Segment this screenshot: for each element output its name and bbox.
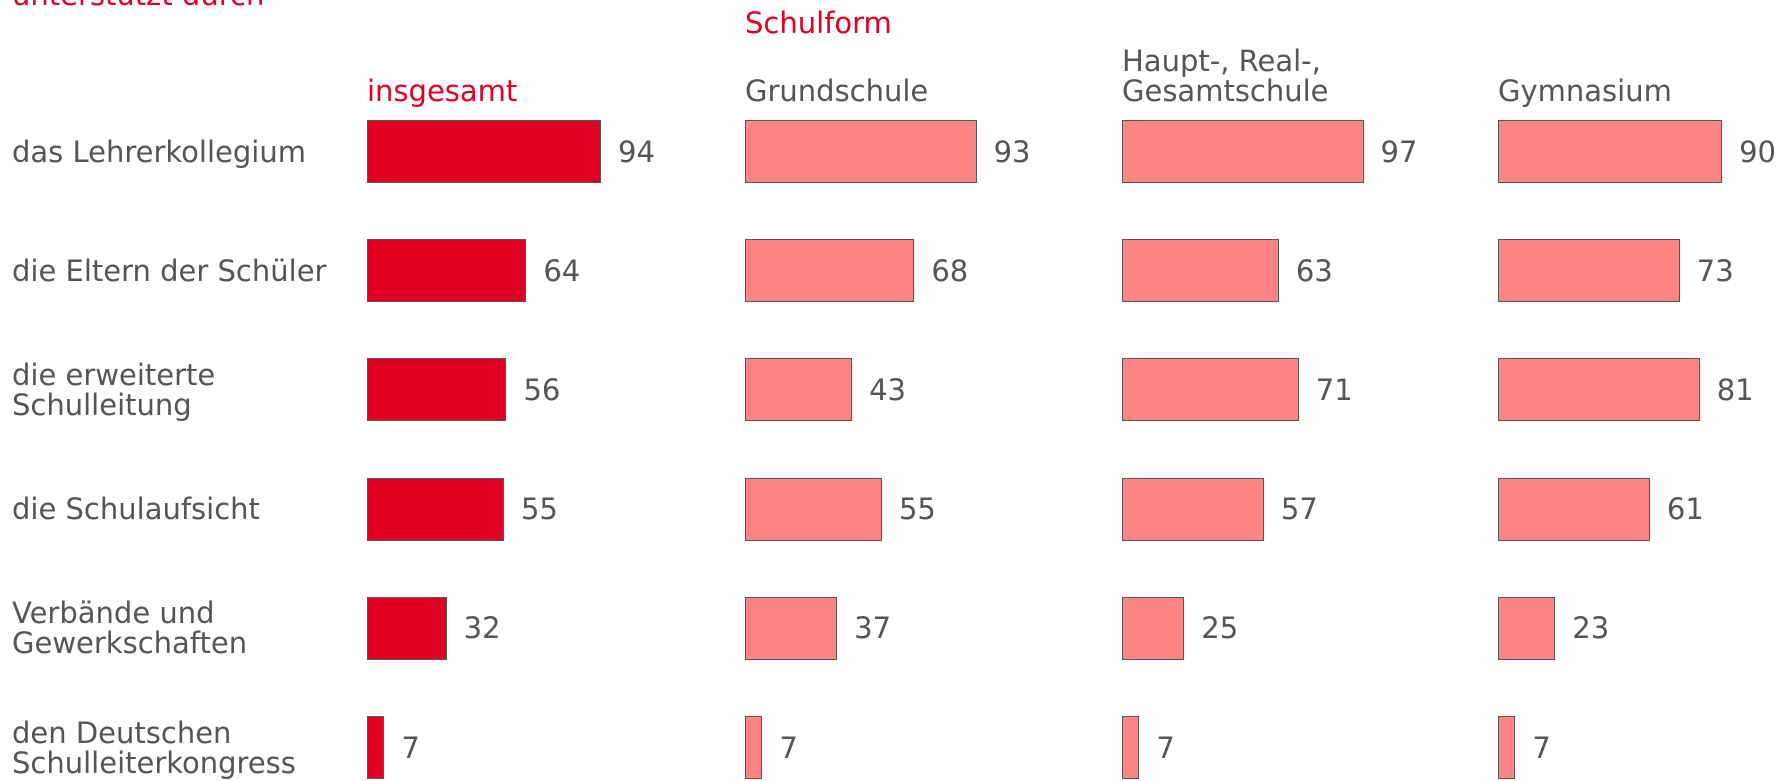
- bar: [1122, 477, 1264, 541]
- bar: [1498, 716, 1516, 779]
- category-label: die Schulaufsicht: [12, 492, 260, 527]
- series-label: Gymnasium: [1498, 74, 1672, 108]
- bar: [745, 239, 915, 303]
- bar: [1498, 358, 1700, 422]
- value-label: 7: [779, 730, 798, 765]
- bar: [1498, 239, 1680, 303]
- bar: [1498, 477, 1650, 541]
- category-label: Verbände und Gewerkschaften: [12, 596, 248, 661]
- value-label: 90: [1739, 134, 1776, 169]
- value-label: 55: [520, 492, 558, 527]
- bar: [745, 716, 763, 779]
- value-label: 37: [854, 611, 892, 646]
- value-label: 43: [869, 372, 906, 407]
- value-label: 73: [1696, 253, 1734, 288]
- value-label: 97: [1380, 134, 1418, 169]
- bar: [367, 716, 385, 779]
- bar: [1122, 716, 1140, 779]
- bar: [367, 596, 447, 660]
- value-label: 7: [1532, 730, 1551, 765]
- category-label: die erweiterte Schulleitung: [12, 357, 216, 422]
- category-label: die Eltern der Schüler: [12, 253, 327, 288]
- bar: [367, 477, 504, 541]
- bar: [1122, 358, 1299, 422]
- category-label: das Lehrerkollegium: [12, 134, 306, 169]
- category-label: den Deutschen Schulleiterkongress: [12, 715, 296, 780]
- bar: [1498, 596, 1556, 660]
- value-label: 61: [1666, 492, 1704, 527]
- value-label: 23: [1572, 611, 1610, 646]
- value-label: 93: [993, 134, 1031, 169]
- value-label: 68: [931, 253, 969, 288]
- value-label: 56: [523, 372, 561, 407]
- value-label: 94: [618, 134, 655, 169]
- group-title: Schulform: [745, 6, 892, 40]
- value-label: 32: [463, 611, 501, 646]
- bar: [367, 358, 507, 422]
- value-label: 7: [1156, 730, 1175, 765]
- bar: [1122, 596, 1185, 660]
- bar: [367, 239, 527, 303]
- bar: [1498, 120, 1723, 183]
- series-label: Haupt-, Real-, Gesamtschule: [1122, 44, 1329, 108]
- series-label: Grundschule: [745, 74, 929, 108]
- value-label: 55: [898, 492, 936, 527]
- bar: [1122, 239, 1279, 303]
- bar: [745, 358, 853, 422]
- bar: [745, 477, 882, 541]
- bar: [745, 120, 977, 183]
- bar: [367, 120, 602, 183]
- value-label: 7: [401, 730, 420, 765]
- value-label: 25: [1201, 611, 1239, 646]
- bar: [745, 596, 838, 660]
- value-label: 71: [1315, 372, 1353, 407]
- bar: [1122, 120, 1364, 183]
- value-label: 63: [1295, 253, 1333, 288]
- value-label: 64: [543, 253, 581, 288]
- series-label: insgesamt: [367, 74, 518, 108]
- value-label: 57: [1280, 492, 1318, 527]
- chart-title: unterstützt durch: [12, 0, 264, 10]
- value-label: 81: [1716, 372, 1754, 407]
